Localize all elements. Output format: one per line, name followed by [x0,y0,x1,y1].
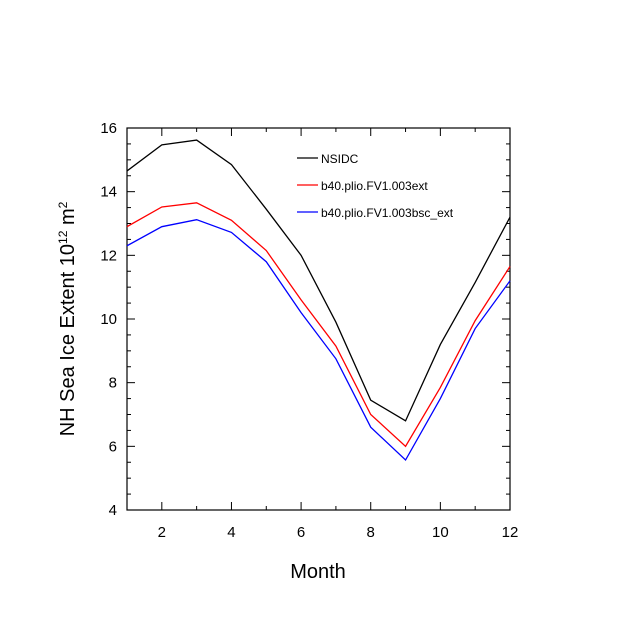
y-tick-label: 10 [100,311,117,328]
x-axis-label: Month [290,561,346,583]
x-tick-label: 6 [297,524,305,541]
series-line [126,139,511,422]
plot-frame [126,127,511,511]
x-tick-label: 8 [367,524,375,541]
y-tick-label: 8 [109,375,117,392]
y-tick-label: 16 [100,120,117,137]
x-tick-label: 4 [227,524,235,541]
y-tick-labels: 4 6 8 10 12 14 16 [100,120,117,519]
x-tick-label: 12 [502,524,519,541]
series-lines [126,139,511,462]
x-tick-labels: 2 4 6 8 10 12 [158,524,519,541]
y-tick-label: 4 [109,502,117,519]
y-tick-label: 14 [100,184,117,201]
series-line [126,219,511,462]
legend-label: b40.plio.FV1.003ext [321,179,428,193]
series-line [126,202,511,448]
legend-label: NSIDC [321,152,359,166]
y-axis-label: NH Sea Ice Extent 1012 m2 [56,201,79,436]
legend: NSIDC b40.plio.FV1.003ext b40.plio.FV1.003… [297,152,454,220]
legend-label: b40.plio.FV1.003bsc_ext [321,206,454,220]
x-tick-label: 2 [158,524,166,541]
axis-ticks [126,127,511,511]
x-tick-label: 10 [432,524,449,541]
y-tick-label: 12 [100,247,117,264]
y-tick-label: 6 [109,438,117,455]
